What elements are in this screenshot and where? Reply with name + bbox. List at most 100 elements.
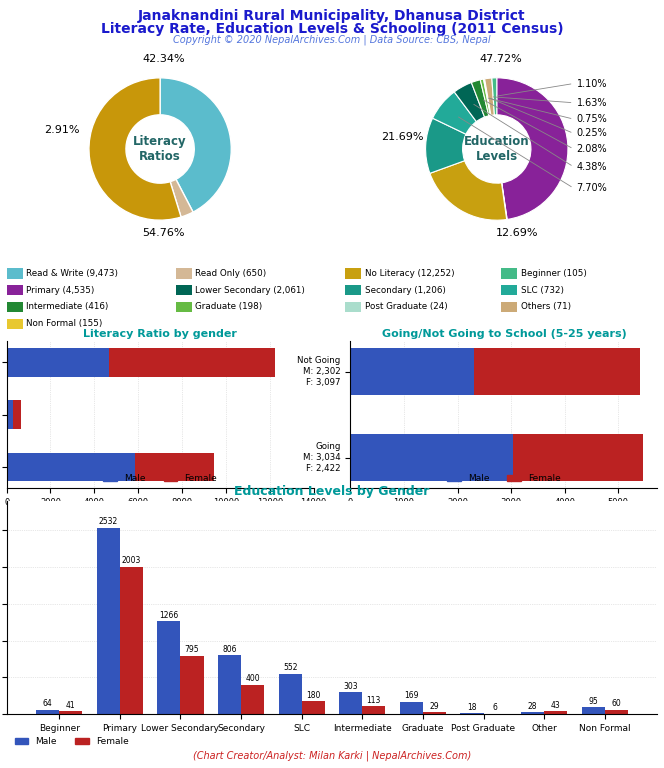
Text: 43: 43 xyxy=(550,700,560,710)
Text: Literacy Rate, Education Levels & Schooling (2011 Census): Literacy Rate, Education Levels & School… xyxy=(101,22,563,35)
Title: Going/Not Going to School (5-25 years): Going/Not Going to School (5-25 years) xyxy=(382,329,626,339)
Bar xyxy=(241,685,264,714)
Text: Read Only (650): Read Only (650) xyxy=(195,269,267,278)
Wedge shape xyxy=(430,161,507,220)
Text: 7.70%: 7.70% xyxy=(576,183,608,194)
Text: Non Formal (155): Non Formal (155) xyxy=(26,319,102,328)
Text: 29: 29 xyxy=(430,702,440,710)
Bar xyxy=(351,348,473,396)
Text: 2003: 2003 xyxy=(122,557,141,565)
Wedge shape xyxy=(492,78,497,115)
Bar xyxy=(176,285,192,296)
Bar xyxy=(59,711,82,714)
Bar xyxy=(423,712,446,714)
Text: 21.69%: 21.69% xyxy=(382,132,424,143)
Text: Lower Secondary (2,061): Lower Secondary (2,061) xyxy=(195,286,305,295)
Bar xyxy=(7,400,13,429)
Legend: Male, Female: Male, Female xyxy=(444,470,564,486)
Wedge shape xyxy=(454,82,485,121)
Bar xyxy=(135,452,214,482)
Bar xyxy=(13,400,21,429)
Text: Beginner (105): Beginner (105) xyxy=(521,269,586,278)
Text: 2.08%: 2.08% xyxy=(576,144,607,154)
Text: 0.75%: 0.75% xyxy=(576,114,608,124)
Text: Janaknandini Rural Municipality, Dhanusa District: Janaknandini Rural Municipality, Dhanusa… xyxy=(138,9,526,23)
Bar xyxy=(473,348,639,396)
Bar xyxy=(181,656,203,714)
Text: Read & Write (9,473): Read & Write (9,473) xyxy=(26,269,118,278)
Text: 4.38%: 4.38% xyxy=(576,162,607,172)
Legend: Male, Female: Male, Female xyxy=(100,470,220,486)
Text: Primary (4,535): Primary (4,535) xyxy=(26,286,94,295)
Bar xyxy=(109,348,276,376)
Wedge shape xyxy=(485,78,495,115)
Title: Education Levels by Gender: Education Levels by Gender xyxy=(234,485,430,498)
Bar xyxy=(605,710,627,714)
Text: Intermediate (416): Intermediate (416) xyxy=(26,303,108,311)
Text: Graduate (198): Graduate (198) xyxy=(195,303,262,311)
Bar xyxy=(176,269,192,279)
Title: Literacy Ratio by gender: Literacy Ratio by gender xyxy=(83,329,237,339)
Bar xyxy=(544,711,567,714)
Bar xyxy=(582,707,605,714)
Text: 303: 303 xyxy=(343,682,358,690)
Bar xyxy=(7,302,23,313)
Text: 42.34%: 42.34% xyxy=(142,55,185,65)
Bar xyxy=(37,710,59,714)
Text: 64: 64 xyxy=(43,699,52,708)
Bar xyxy=(279,674,301,714)
Text: 2532: 2532 xyxy=(99,518,118,527)
Text: 1266: 1266 xyxy=(159,611,179,620)
Bar xyxy=(501,302,517,313)
Bar xyxy=(363,706,385,714)
Text: 60: 60 xyxy=(612,700,621,709)
Bar xyxy=(461,713,483,714)
Text: 2.91%: 2.91% xyxy=(44,125,80,135)
Text: 12.69%: 12.69% xyxy=(495,228,538,238)
Bar xyxy=(7,285,23,296)
Text: 113: 113 xyxy=(367,696,381,704)
Wedge shape xyxy=(89,78,181,220)
Text: 6: 6 xyxy=(493,703,497,713)
Bar xyxy=(345,285,361,296)
Bar xyxy=(7,348,109,376)
Text: No Literacy (12,252): No Literacy (12,252) xyxy=(365,269,454,278)
Text: 180: 180 xyxy=(306,690,321,700)
Wedge shape xyxy=(160,78,231,212)
Wedge shape xyxy=(426,118,466,174)
Text: (Chart Creator/Analyst: Milan Karki | NepalArchives.Com): (Chart Creator/Analyst: Milan Karki | Ne… xyxy=(193,751,471,761)
Text: Others (71): Others (71) xyxy=(521,303,571,311)
Bar xyxy=(176,302,192,313)
Bar xyxy=(7,452,135,482)
Wedge shape xyxy=(471,80,489,117)
Text: 552: 552 xyxy=(283,664,297,672)
Text: 1.63%: 1.63% xyxy=(576,98,607,108)
Text: 795: 795 xyxy=(185,645,199,654)
Bar xyxy=(339,692,363,714)
Wedge shape xyxy=(480,79,491,116)
Bar xyxy=(501,285,517,296)
Text: Education
Levels: Education Levels xyxy=(464,135,530,163)
Bar xyxy=(501,269,517,279)
Text: Literacy
Ratios: Literacy Ratios xyxy=(133,135,187,163)
Wedge shape xyxy=(483,79,491,115)
Text: 47.72%: 47.72% xyxy=(479,55,522,65)
Text: Copyright © 2020 NepalArchives.Com | Data Source: CBS, Nepal: Copyright © 2020 NepalArchives.Com | Dat… xyxy=(173,35,491,45)
Bar xyxy=(513,434,643,482)
Text: Post Graduate (24): Post Graduate (24) xyxy=(365,303,448,311)
Wedge shape xyxy=(433,92,476,134)
Bar xyxy=(521,712,544,714)
Bar xyxy=(301,701,325,714)
Text: 1.10%: 1.10% xyxy=(576,78,607,88)
Text: 169: 169 xyxy=(404,691,418,700)
Text: 400: 400 xyxy=(245,674,260,684)
Text: 806: 806 xyxy=(222,644,237,654)
Text: 54.76%: 54.76% xyxy=(142,228,185,238)
Bar xyxy=(345,269,361,279)
Bar xyxy=(97,528,120,714)
Bar xyxy=(345,302,361,313)
Text: 0.25%: 0.25% xyxy=(576,128,608,138)
Bar xyxy=(7,269,23,279)
Text: Secondary (1,206): Secondary (1,206) xyxy=(365,286,446,295)
Text: 18: 18 xyxy=(467,703,477,712)
